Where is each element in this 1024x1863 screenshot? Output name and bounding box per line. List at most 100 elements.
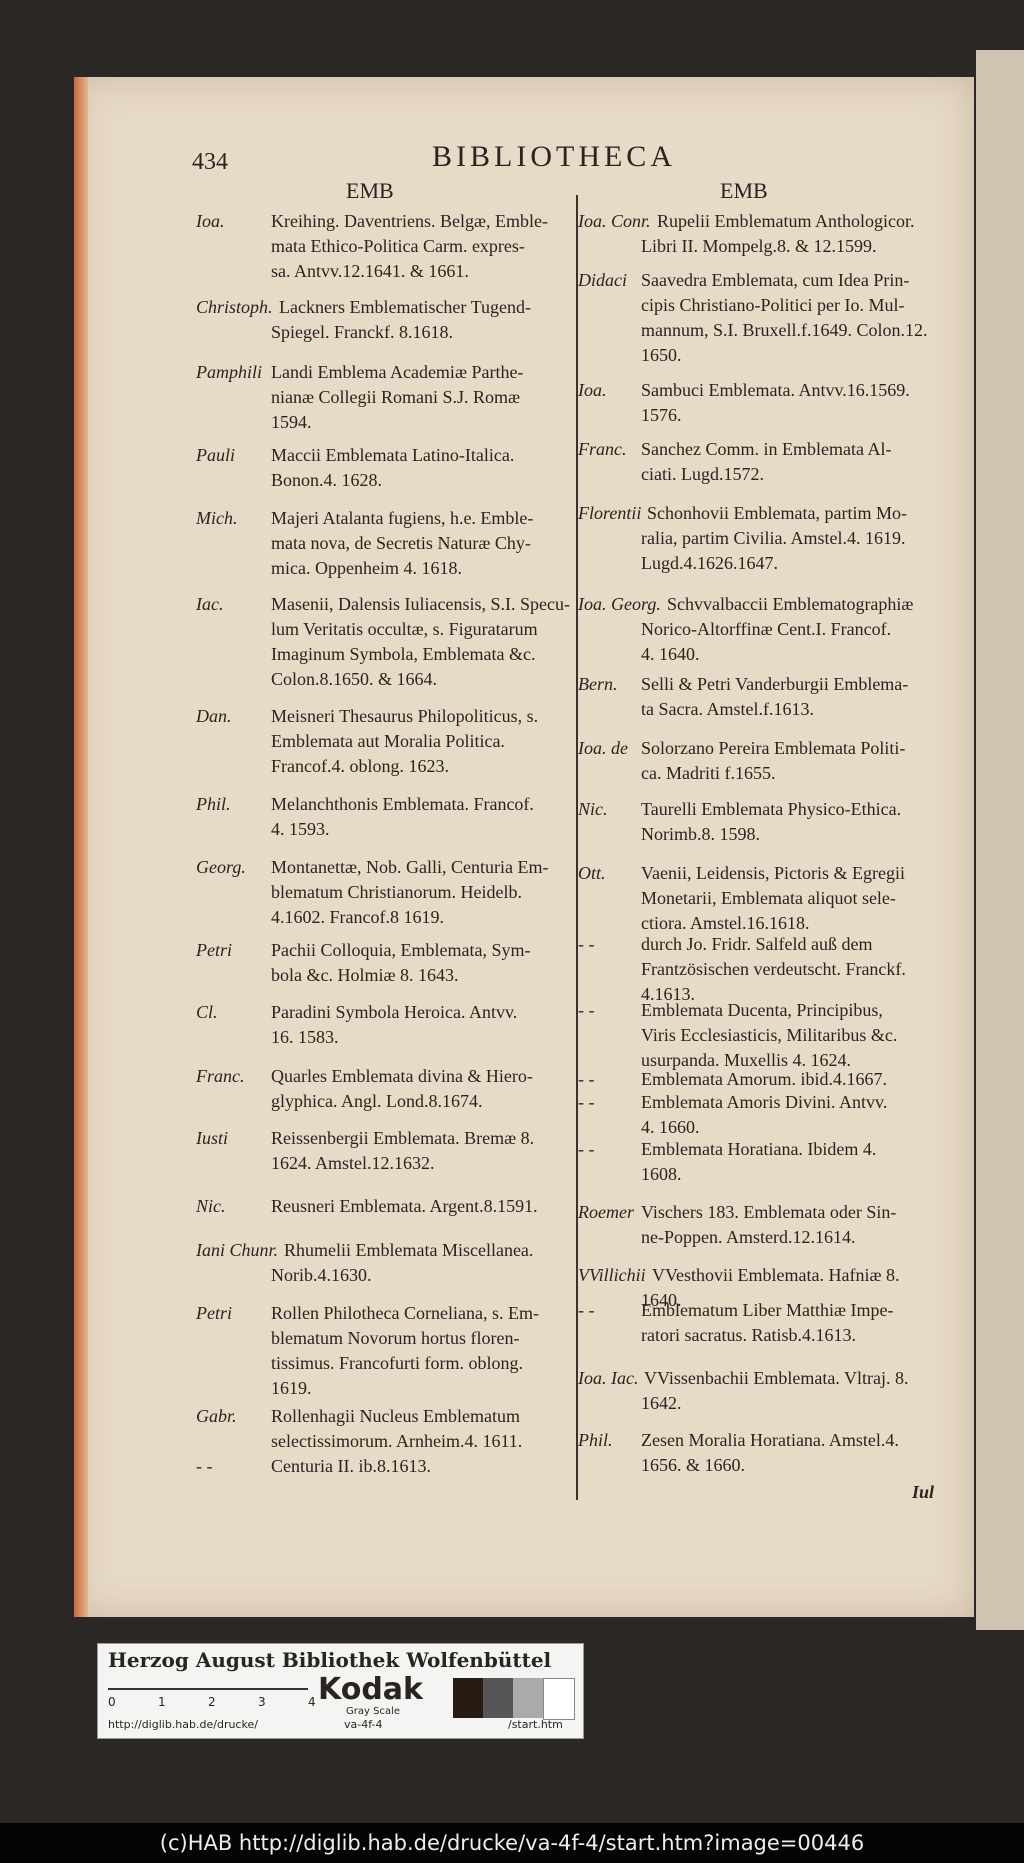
entry-line: Spiegel. Franckf. 8.1618. xyxy=(271,321,453,342)
entry-line: Kreihing. Daventriens. Belgæ, Emble- xyxy=(271,210,548,231)
entry-line: 4. 1640. xyxy=(641,643,700,664)
entry-line: 4. 1660. xyxy=(641,1117,700,1138)
column-divider xyxy=(576,195,578,1500)
entry-name: Nic. xyxy=(196,1195,226,1216)
entry-line: ralia, partim Civilia. Amstel.4. 1619. xyxy=(641,528,906,549)
swatch xyxy=(453,1678,483,1718)
entry-name: - - xyxy=(578,1092,595,1113)
book-page xyxy=(74,77,974,1617)
url-right: /start.htm xyxy=(508,1718,563,1731)
entry-line: 1608. xyxy=(641,1163,682,1184)
entry-line: Francof.4. oblong. 1623. xyxy=(271,756,449,777)
entry-line: Centuria II. ib.8.1613. xyxy=(271,1455,431,1476)
entry-line: Emblemata Amoris Divini. Antvv. xyxy=(641,1092,888,1113)
footer: (c)HAB http://diglib.hab.de/drucke/va-4f… xyxy=(0,1823,1024,1863)
entry-name: Franc. xyxy=(578,439,627,460)
entry-name: Ioa. Georg. xyxy=(578,593,661,614)
entry-line: 4. 1593. xyxy=(271,819,330,840)
entry-line: Emblemata Ducenta, Principibus, xyxy=(641,999,883,1020)
entry-name: Iusti xyxy=(196,1128,229,1149)
entry-line: mata nova, de Secretis Naturæ Chy- xyxy=(271,532,531,553)
entry-line: Norib.4.1630. xyxy=(271,1264,372,1285)
ruler xyxy=(108,1688,308,1690)
entry-line: Maccii Emblemata Latino-Italica. xyxy=(271,445,515,465)
entry-line: Colon.8.1650. & 1664. xyxy=(271,668,438,689)
entry-line: Libri II. Mompelg.8. & 12.1599. xyxy=(641,235,877,256)
entry-line: 1642. xyxy=(641,1393,682,1414)
entry-name: Petri xyxy=(196,1302,232,1323)
entry-name: Pauli xyxy=(196,445,235,465)
running-title: BIBLIOTHECA xyxy=(432,140,676,173)
entry-line: Monetarii, Emblemata aliquot sele- xyxy=(641,888,896,909)
entry-line: Montanettæ, Nob. Galli, Centuria Em- xyxy=(271,857,549,878)
entry-name: Roemer xyxy=(578,1201,634,1222)
entry-line: Vischers 183. Emblemata oder Sin- xyxy=(641,1201,897,1222)
entry-name: - - xyxy=(578,934,595,955)
entry-line: ciati. Lugd.1572. xyxy=(641,464,764,485)
scale-label: 2 xyxy=(208,1695,216,1709)
entry-line: Schvvalbaccii Emblematographiæ xyxy=(667,593,914,614)
entry-name: Nic. xyxy=(578,799,608,820)
entry-line: Emblematum Liber Matthiæ Impe- xyxy=(641,1300,894,1321)
entry-line: Meisneri Thesaurus Philopoliticus, s. xyxy=(271,706,539,727)
entry-name: VVillichii xyxy=(578,1264,646,1285)
entry-line: Vaenii, Leidensis, Pictoris & Egregii xyxy=(641,863,905,884)
page-edge xyxy=(74,77,88,1617)
entry-line: Emblemata Amorum. ibid.4.1667. xyxy=(641,1068,887,1089)
entry-name: Ioa. Conr. xyxy=(578,210,651,231)
entry-name: Ott. xyxy=(578,863,606,884)
entry-line: Bonon.4. 1628. xyxy=(271,470,383,490)
next-page-edge xyxy=(976,50,1024,1630)
entry-line: Schonhovii Emblemata, partim Mo- xyxy=(647,503,907,524)
entry-line: 1624. Amstel.12.1632. xyxy=(271,1153,435,1174)
entry-line: mica. Oppenheim 4. 1618. xyxy=(271,557,462,578)
entry-line: 1650. xyxy=(641,345,682,366)
entry-line: Landi Emblema Academiæ Parthe- xyxy=(271,361,524,382)
entry-line: 4.1613. xyxy=(641,984,695,1005)
entry-line: Zesen Moralia Horatiana. Amstel.4. xyxy=(641,1429,899,1450)
entry-line: 1576. xyxy=(641,404,682,425)
entry-line: Rollenhagii Nucleus Emblematum xyxy=(271,1406,520,1427)
entry-line: Majeri Atalanta fugiens, h.e. Emble- xyxy=(271,507,534,528)
entry-line: Solorzano Pereira Emblemata Politi- xyxy=(641,738,906,759)
entry-line: glyphica. Angl. Lond.8.1674. xyxy=(271,1091,483,1112)
kodak-brand: Kodak xyxy=(318,1672,423,1707)
entry-line: Frantzösischen verdeutscht. Franckf. xyxy=(641,959,906,980)
entry-line: VVissenbachii Emblemata. Vltraj. 8. xyxy=(644,1368,909,1389)
entry-line: ctiora. Amstel.16.1618. xyxy=(641,913,810,934)
entry-name: Ioa. xyxy=(578,379,607,400)
entry-line: tissimus. Francofurti form. oblong. xyxy=(271,1352,523,1373)
entry-name: Florentii xyxy=(578,503,642,524)
entry-line: Emblemata aut Moralia Politica. xyxy=(271,731,505,752)
entry-name: Mich. xyxy=(196,507,238,528)
url-middle: va-4f-4 xyxy=(344,1718,383,1731)
entry-name: - - xyxy=(578,1068,595,1089)
url-left: http://diglib.hab.de/drucke/ xyxy=(108,1718,258,1731)
catchword: Iul xyxy=(912,1482,935,1502)
entry-name: Christoph. xyxy=(196,296,273,317)
scale-label: 3 xyxy=(258,1695,266,1709)
entry-name: - - xyxy=(578,999,595,1020)
entry-name: Franc. xyxy=(196,1066,245,1087)
entry-name: Phil. xyxy=(578,1429,613,1450)
entry-line: Emblemata Horatiana. Ibidem 4. xyxy=(641,1138,877,1159)
entry-line: 1656. & 1660. xyxy=(641,1454,746,1475)
entry-line: 4.1602. Francof.8 1619. xyxy=(271,907,444,928)
entry-name: Petri xyxy=(196,940,232,961)
entry-line: 1594. xyxy=(271,411,312,432)
swatch xyxy=(483,1678,513,1718)
entry-line: Norimb.8. 1598. xyxy=(641,824,760,845)
entry-line: Saavedra Emblemata, cum Idea Prin- xyxy=(641,270,910,291)
entry-line: Selli & Petri Vanderburgii Emblema- xyxy=(641,674,909,695)
entry-name: Iac. xyxy=(196,593,224,614)
entry-line: nianæ Collegii Romani S.J. Romæ xyxy=(271,386,521,407)
entry-name: Pamphili xyxy=(196,361,262,382)
color-card: Herzog August Bibliothek Wolfenbüttel Ko… xyxy=(97,1643,584,1739)
entry-name: Georg. xyxy=(196,857,246,878)
column-heading: EMB xyxy=(346,178,394,203)
entry-name: Didaci xyxy=(578,270,627,291)
entry-name: Bern. xyxy=(578,674,618,695)
entry-line: Quarles Emblemata divina & Hiero- xyxy=(271,1066,533,1087)
entry-line: Viris Ecclesiasticis, Militaribus &c. xyxy=(641,1024,898,1045)
entry-line: cipis Christiano-Politici per Io. Mul- xyxy=(641,295,905,316)
